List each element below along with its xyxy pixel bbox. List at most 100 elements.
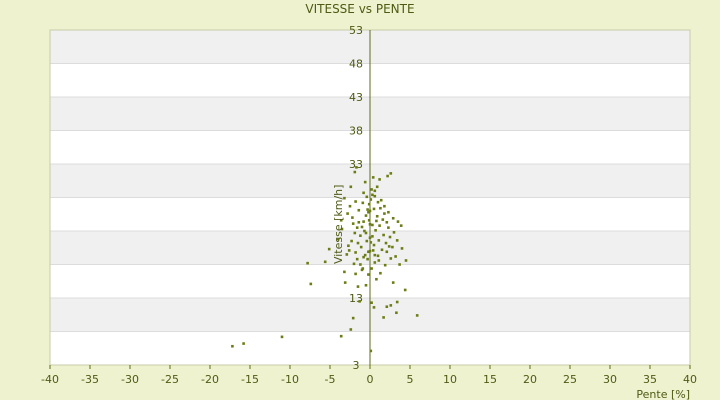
data-point: [399, 224, 403, 227]
data-point: [358, 300, 361, 303]
data-point: [383, 204, 386, 208]
data-point: [360, 268, 364, 272]
data-point: [347, 244, 350, 248]
data-point: [351, 316, 355, 320]
data-point: [363, 253, 367, 257]
data-point: [391, 281, 395, 284]
data-point: [364, 283, 368, 287]
data-point: [368, 223, 372, 226]
data-point: [309, 282, 313, 286]
y-axis-title: Vitesse [km/h]: [332, 185, 345, 264]
data-point: [392, 231, 396, 234]
data-point: [350, 239, 353, 243]
data-point: [372, 243, 376, 247]
data-point: [367, 273, 370, 276]
data-point: [400, 247, 404, 250]
data-point: [364, 214, 368, 217]
data-point: [367, 218, 371, 222]
data-point: [373, 194, 377, 198]
data-point: [362, 255, 365, 259]
data-point: [368, 249, 372, 253]
data-point: [280, 335, 284, 339]
y-tick-label: 13: [349, 292, 363, 305]
data-point: [359, 245, 363, 249]
data-point: [363, 229, 366, 233]
data-point: [368, 236, 372, 239]
x-tick-label: 15: [483, 373, 497, 386]
data-point: [391, 216, 395, 220]
x-tick-label: -15: [241, 373, 259, 386]
data-point: [343, 270, 346, 274]
data-point: [374, 229, 377, 232]
data-point: [359, 263, 362, 266]
data-point: [363, 180, 367, 184]
data-point: [373, 189, 377, 193]
x-tick-label: -10: [281, 373, 299, 386]
data-point: [343, 196, 346, 200]
x-tick-label: -30: [121, 373, 139, 386]
x-tick-label: 20: [523, 373, 537, 386]
data-point: [357, 220, 361, 224]
data-point: [391, 245, 394, 249]
data-point: [382, 316, 385, 319]
data-point: [371, 249, 375, 252]
data-point: [306, 261, 309, 265]
data-point: [389, 172, 393, 175]
data-point: [347, 249, 351, 252]
data-point: [345, 253, 349, 256]
data-point: [389, 304, 393, 307]
data-point: [380, 248, 384, 252]
data-point: [242, 342, 245, 345]
data-point: [403, 288, 407, 292]
x-tick-label: -40: [41, 373, 59, 386]
data-point: [362, 191, 365, 195]
data-point: [343, 281, 347, 284]
data-point: [387, 226, 390, 229]
data-point: [378, 224, 381, 227]
x-tick-label: 40: [683, 373, 697, 386]
data-point: [370, 301, 373, 304]
data-point: [379, 198, 383, 202]
data-point: [323, 260, 327, 264]
data-point: [404, 259, 408, 262]
data-point: [395, 311, 398, 315]
data-point: [364, 231, 368, 235]
y-tick-label: 43: [349, 91, 363, 104]
data-point: [377, 239, 381, 242]
data-point: [346, 212, 349, 215]
data-point: [349, 328, 353, 331]
data-point: [383, 263, 387, 267]
data-point: [369, 198, 373, 201]
data-point: [376, 200, 380, 204]
x-tick-label: -5: [325, 373, 336, 386]
x-tick-label: 35: [643, 373, 657, 386]
data-point: [384, 241, 388, 245]
data-point: [395, 239, 399, 242]
data-point: [348, 204, 352, 208]
data-point: [357, 208, 361, 212]
chart-title: VITESSE vs PENTE: [305, 2, 415, 16]
data-point: [369, 349, 373, 353]
data-point: [369, 241, 373, 244]
data-point: [367, 250, 370, 254]
x-tick-label: -20: [201, 373, 219, 386]
data-point: [395, 300, 399, 304]
data-point: [375, 219, 378, 223]
x-tick-label: 0: [367, 373, 374, 386]
data-point: [372, 207, 376, 211]
data-point: [385, 305, 389, 309]
x-tick-label: 5: [407, 373, 414, 386]
data-point: [375, 214, 379, 218]
data-point: [366, 257, 369, 261]
data-point: [355, 257, 359, 261]
data-point: [367, 210, 370, 214]
y-tick-label: 3: [353, 359, 360, 372]
data-point: [382, 233, 385, 237]
data-point: [362, 220, 365, 223]
data-point: [415, 314, 419, 317]
data-point: [365, 239, 369, 243]
data-point: [355, 226, 359, 229]
x-tick-label: -35: [81, 373, 99, 386]
x-tick-label: -25: [161, 373, 179, 386]
